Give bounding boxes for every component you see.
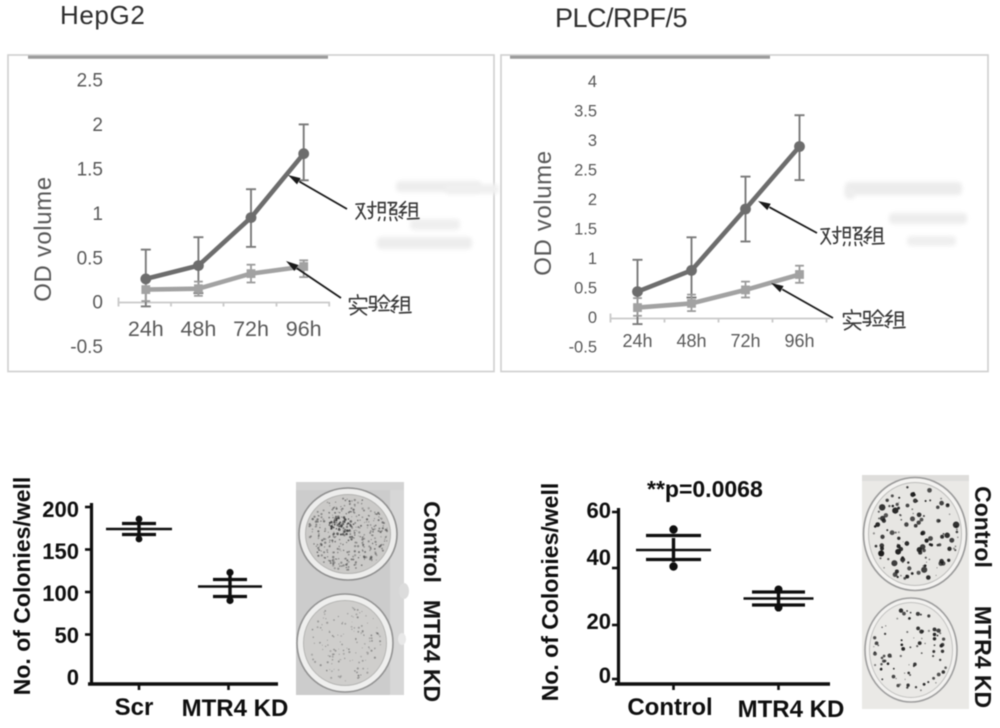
svg-text:MTR4 KD: MTR4 KD [738, 696, 845, 723]
svg-text:Control: Control [970, 486, 996, 568]
svg-text:100: 100 [42, 581, 79, 606]
svg-text:2.5: 2.5 [77, 71, 103, 92]
svg-text:1: 1 [588, 250, 597, 268]
svg-text:MTR4 KD: MTR4 KD [419, 600, 445, 702]
svg-text:Scr: Scr [115, 694, 154, 721]
svg-text:40: 40 [587, 545, 611, 570]
svg-text:1.5: 1.5 [574, 220, 597, 238]
svg-text:200: 200 [42, 497, 79, 522]
svg-text:0: 0 [599, 663, 611, 688]
svg-text:0.5: 0.5 [574, 279, 597, 297]
svg-text:96h: 96h [286, 317, 322, 341]
svg-text:20: 20 [587, 609, 611, 634]
svg-text:No. of Colonies/well: No. of Colonies/well [537, 483, 563, 702]
svg-text:50: 50 [55, 623, 79, 648]
svg-text:2: 2 [588, 191, 597, 209]
svg-text:No. of Colonies/well: No. of Colonies/well [9, 477, 35, 696]
svg-text:-0.5: -0.5 [569, 338, 597, 356]
svg-text:150: 150 [42, 539, 79, 564]
svg-text:MTR4 KD: MTR4 KD [970, 606, 996, 708]
svg-text:4: 4 [588, 73, 597, 91]
svg-text:0: 0 [67, 665, 79, 690]
svg-text:Control: Control [627, 694, 712, 721]
svg-text:3: 3 [588, 132, 597, 150]
svg-text:3.5: 3.5 [574, 102, 597, 120]
svg-text:-0.5: -0.5 [70, 337, 103, 358]
svg-text:2.5: 2.5 [574, 161, 597, 179]
svg-text:0: 0 [92, 293, 103, 314]
svg-text:MTR4 KD: MTR4 KD [182, 695, 289, 722]
svg-text:**p=0.0068: **p=0.0068 [647, 476, 763, 502]
svg-text:48h: 48h [180, 317, 216, 341]
svg-text:1.5: 1.5 [77, 159, 103, 180]
svg-text:48h: 48h [676, 331, 706, 351]
svg-text:0: 0 [588, 309, 597, 327]
svg-text:HepG2: HepG2 [60, 0, 145, 30]
svg-text:96h: 96h [784, 331, 814, 351]
svg-text:OD volume: OD volume [530, 150, 557, 275]
svg-text:60: 60 [587, 498, 611, 523]
svg-text:PLC/RPF/5: PLC/RPF/5 [555, 3, 687, 33]
svg-text:24h: 24h [622, 331, 652, 351]
svg-text:Control: Control [419, 501, 445, 583]
svg-text:OD volume: OD volume [30, 176, 57, 301]
svg-text:2: 2 [92, 115, 103, 136]
svg-text:72h: 72h [730, 331, 760, 351]
svg-text:1: 1 [92, 204, 103, 225]
svg-text:24h: 24h [128, 317, 164, 341]
svg-text:72h: 72h [233, 317, 269, 341]
svg-text:0.5: 0.5 [77, 248, 103, 269]
